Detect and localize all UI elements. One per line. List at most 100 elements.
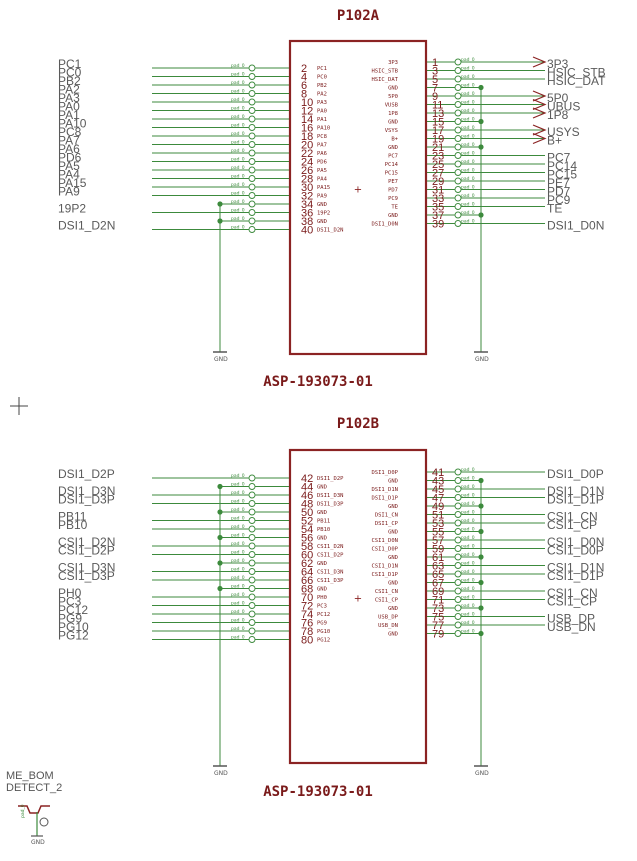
pin-name-right: PD7 xyxy=(388,188,398,194)
pin-name-right: GND xyxy=(388,213,398,219)
pin-number-right: 63 xyxy=(432,561,444,573)
net-label-left: PD6 xyxy=(58,151,82,165)
pad-label: pad_0 xyxy=(461,125,475,131)
pad-circle xyxy=(248,576,256,584)
pin-number-left: 80 xyxy=(301,635,313,647)
pad-label: pad_0 xyxy=(231,575,245,581)
power-flag-icon xyxy=(532,90,547,102)
junction-dot xyxy=(217,585,223,592)
net-label-left: PA4 xyxy=(58,168,80,182)
net-label-right: HSIC_DAT xyxy=(547,74,606,88)
pin-number-right: 13 xyxy=(432,108,444,120)
ground-label: GND xyxy=(214,770,228,777)
pad-label: pad_0 xyxy=(231,609,245,615)
net-label-left: PG10 xyxy=(58,620,89,634)
net-label-left: PB10 xyxy=(58,518,88,532)
net-label-right: PD7 xyxy=(547,185,571,199)
pad-label: pad_0 xyxy=(461,202,475,208)
net-label-left: PG9 xyxy=(58,612,82,626)
pad-circle xyxy=(248,551,256,558)
pin-number-right: 31 xyxy=(432,185,444,197)
pin-name-left: PG9 xyxy=(317,621,327,627)
pin-name-right: GND xyxy=(388,145,398,151)
pin-name-left: PB11 xyxy=(317,519,330,525)
pin-name-right: PC9 xyxy=(388,196,398,202)
pad-label: pad_0 xyxy=(231,199,245,205)
net-label-left: PA5 xyxy=(58,159,80,173)
pad-circle xyxy=(248,124,256,131)
pad-label: pad_0 xyxy=(231,584,245,590)
pin-name-left: PC12 xyxy=(317,612,330,618)
pin-name-right: GND xyxy=(388,479,398,485)
pin-name-left: GND xyxy=(317,536,327,542)
net-label-right: USYS xyxy=(547,125,580,139)
pin-number-left: 56 xyxy=(301,533,313,545)
pin-name-right: USB_DN xyxy=(378,623,398,629)
junction-dot xyxy=(217,509,223,515)
pad-circle xyxy=(248,115,256,123)
pad-label: pad_0 xyxy=(231,473,245,479)
junction-dot xyxy=(217,218,223,224)
pad-label: pad_0 xyxy=(231,182,245,188)
pin-name-left: PA6 xyxy=(317,151,327,157)
ground-symbol-right: GND xyxy=(474,351,489,363)
net-label-right: CSI1_D1P xyxy=(547,569,604,583)
pad-circle xyxy=(248,149,256,157)
pin-name-left: DSI1_D3N xyxy=(317,493,344,499)
pad-circle xyxy=(248,508,256,516)
pad-label: pad_0 xyxy=(461,603,475,609)
pin-number-left: 42 xyxy=(301,473,313,485)
net-label-right: CSI1_CN xyxy=(547,586,598,600)
pin-name-left: PC0 xyxy=(317,75,327,81)
pin-number-left: 74 xyxy=(301,609,313,621)
junction-dot xyxy=(478,554,484,560)
pad-label: pad_0 xyxy=(231,516,245,522)
junction-dot xyxy=(217,483,223,490)
pin-number-right: 67 xyxy=(432,578,444,590)
bom-detect-symbol: ME_BOM DETECT_2 pad_0 GND xyxy=(6,770,62,846)
pad-label: pad_0 xyxy=(231,80,245,86)
pin-name-right: VSYS xyxy=(385,128,398,134)
pad-circle xyxy=(248,107,256,114)
pin-name-right: GND xyxy=(388,530,398,536)
pin-number-right: 15 xyxy=(432,117,444,129)
net-label-right: 3P3 xyxy=(547,57,569,71)
bom-note-line2: DETECT_2 xyxy=(6,782,62,794)
pad-label: pad_0 xyxy=(461,100,475,106)
pad-label: pad_0 xyxy=(231,225,245,231)
pin-number-left: 24 xyxy=(301,157,313,169)
net-label-left: CSI1_D2P xyxy=(58,544,115,558)
pin-name-right: DSI1_D1P xyxy=(372,496,399,502)
pin-number-right: 51 xyxy=(432,510,444,522)
pin-name-right: 1P8 xyxy=(388,111,398,117)
pin-name-right: 3P3 xyxy=(388,60,398,66)
pad-label: pad_0 xyxy=(461,629,475,635)
pad-circle xyxy=(248,568,256,575)
pin-number-left: 46 xyxy=(301,490,313,502)
pin-number-left: 44 xyxy=(301,482,313,494)
pad-circle xyxy=(248,81,256,89)
pin-name-left: 19P2 xyxy=(317,211,330,217)
pad-circle xyxy=(248,500,256,507)
pad-circle xyxy=(248,192,256,199)
pad-label: pad_0 xyxy=(461,108,475,114)
net-label-left: PH0 xyxy=(58,586,82,600)
pin-number-right: 77 xyxy=(432,620,444,632)
junction-dot xyxy=(478,212,484,218)
pin-number-left: 14 xyxy=(301,114,313,126)
pin-number-left: 28 xyxy=(301,174,313,186)
ground-symbol-right: GND xyxy=(474,765,489,777)
pin-name-right: VUSB xyxy=(385,103,399,109)
pin-number-right: 37 xyxy=(432,210,444,222)
pin-name-right: USB_DP xyxy=(378,615,399,621)
pin-name-left: DSI1_D2P xyxy=(317,476,344,482)
pad-label: pad_0 xyxy=(461,168,475,174)
pin-number-left: 4 xyxy=(301,72,307,84)
ground-label: GND xyxy=(214,356,228,363)
pin-number-right: 49 xyxy=(432,501,444,513)
pin-number-left: 32 xyxy=(301,191,313,203)
net-label-left: CSI1_D3N xyxy=(58,561,115,575)
pad-label: pad_0 xyxy=(461,134,475,140)
pin-number-left: 38 xyxy=(301,216,313,228)
